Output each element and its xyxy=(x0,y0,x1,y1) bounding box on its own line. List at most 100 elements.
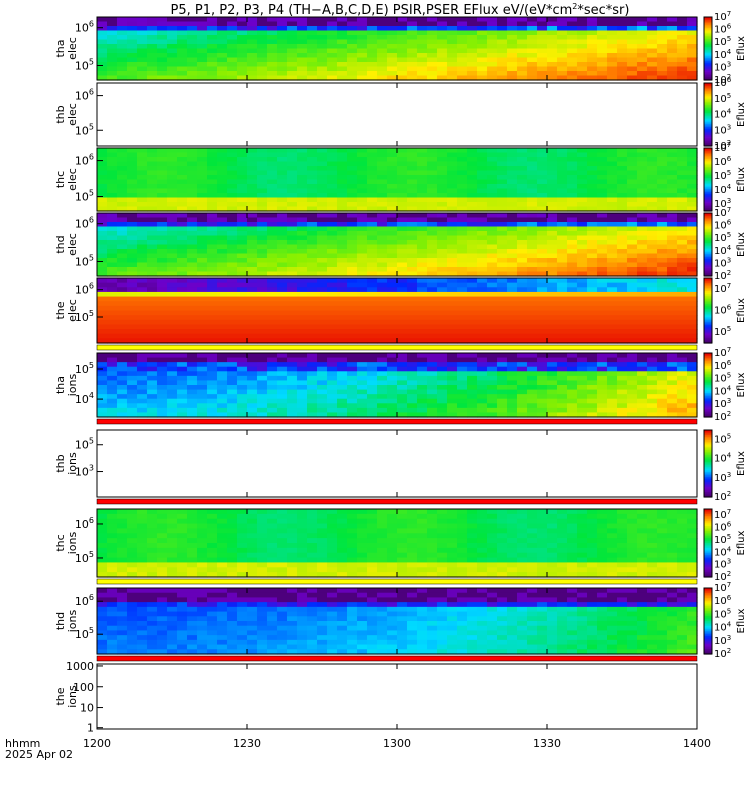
heatmap-cell xyxy=(267,267,278,273)
heatmap-cell xyxy=(337,301,348,307)
heatmap-cell xyxy=(107,538,118,544)
heatmap-cell xyxy=(217,166,228,172)
heatmap-cell xyxy=(417,161,428,167)
heatmap-cell xyxy=(107,518,118,525)
heatmap-cell xyxy=(197,324,208,330)
heatmap-cell xyxy=(537,166,548,172)
heatmap-cell xyxy=(487,217,498,223)
colorbar-segment xyxy=(704,463,712,466)
heatmap-cell xyxy=(237,244,248,250)
heatmap-cell xyxy=(187,523,198,530)
heatmap-cell xyxy=(297,48,308,54)
heatmap-cell xyxy=(557,26,568,32)
heatmap-cell xyxy=(277,324,288,330)
heatmap-cell xyxy=(677,166,688,172)
heatmap-cell xyxy=(647,53,658,59)
heatmap-cell xyxy=(277,319,288,326)
heatmap-cell xyxy=(437,403,448,409)
heatmap-cell xyxy=(397,389,408,395)
heatmap-cell xyxy=(107,371,118,377)
heatmap-cell xyxy=(267,528,278,534)
heatmap-cell xyxy=(277,30,288,36)
heatmap-cell xyxy=(377,353,388,359)
heatmap-cell xyxy=(247,513,258,520)
heatmap-cell xyxy=(257,166,268,172)
heatmap-cell xyxy=(117,235,128,241)
heatmap-cell xyxy=(357,202,368,208)
heatmap-cell xyxy=(267,389,278,395)
heatmap-cell xyxy=(527,315,538,321)
heatmap-cell xyxy=(177,39,188,45)
heatmap-cell xyxy=(497,213,508,219)
heatmap-cell xyxy=(277,552,288,559)
heatmap-cell xyxy=(317,166,328,172)
heatmap-cell xyxy=(287,366,298,372)
heatmap-cell xyxy=(257,380,268,386)
heatmap-cell xyxy=(597,157,608,163)
heatmap-cell xyxy=(97,389,108,395)
heatmap-cell xyxy=(587,44,598,50)
heatmap-cell xyxy=(547,157,558,163)
heatmap-cell xyxy=(557,371,568,377)
heatmap-cell xyxy=(607,407,618,414)
heatmap-cell xyxy=(297,193,308,199)
colorbar-segment xyxy=(704,233,712,236)
heatmap-cell xyxy=(647,213,658,219)
heatmap-cell xyxy=(357,244,368,250)
heatmap-cell xyxy=(217,21,228,27)
heatmap-cell xyxy=(247,57,258,63)
heatmap-cell xyxy=(237,567,248,573)
heatmap-cell xyxy=(597,315,608,321)
heatmap-cell xyxy=(567,362,578,368)
heatmap-cell xyxy=(147,329,158,335)
heatmap-cell xyxy=(637,66,648,72)
heatmap-cell xyxy=(397,319,408,326)
colorbar-segment xyxy=(704,362,712,365)
heatmap-cell xyxy=(317,71,328,77)
heatmap-cell xyxy=(627,329,638,335)
heatmap-cell xyxy=(547,329,558,335)
heatmap-cell xyxy=(677,249,688,255)
heatmap-cell xyxy=(247,217,258,223)
heatmap-cell xyxy=(597,161,608,167)
heatmap-cell xyxy=(247,305,258,312)
heatmap-cell xyxy=(327,217,338,223)
heatmap-cell xyxy=(337,222,348,228)
heatmap-cell xyxy=(197,217,208,223)
heatmap-cell xyxy=(297,75,308,81)
heatmap-cell xyxy=(367,394,378,400)
heatmap-cell xyxy=(507,175,518,181)
heatmap-cell xyxy=(207,197,218,203)
heatmap-cell xyxy=(457,267,468,273)
heatmap-cell xyxy=(637,394,648,400)
colorbar-tick-label: 107 xyxy=(714,10,731,23)
heatmap-cell xyxy=(677,258,688,264)
heatmap-cell xyxy=(307,235,318,241)
heatmap-cell xyxy=(537,179,548,185)
heatmap-cell xyxy=(357,222,368,228)
heatmap-cell xyxy=(477,161,488,167)
heatmap-cell xyxy=(277,271,288,277)
colorbar-segment xyxy=(704,70,712,73)
heatmap-cell xyxy=(537,240,548,246)
heatmap-cell xyxy=(167,557,178,564)
heatmap-cell xyxy=(387,301,398,307)
heatmap-cell xyxy=(687,39,698,45)
heatmap-cell xyxy=(677,371,688,377)
heatmap-cell xyxy=(187,62,198,68)
heatmap-cell xyxy=(437,244,448,250)
heatmap-cell xyxy=(467,53,478,59)
heatmap-cell xyxy=(397,353,408,359)
colorbar-segment xyxy=(704,450,712,453)
heatmap-cell xyxy=(557,152,568,158)
heatmap-cell xyxy=(127,148,138,154)
heatmap-cell xyxy=(187,48,198,54)
heatmap-cell xyxy=(207,357,218,363)
heatmap-cell xyxy=(387,152,398,158)
heatmap-cell xyxy=(437,366,448,372)
heatmap-cell xyxy=(267,231,278,237)
heatmap-cell xyxy=(147,357,158,363)
heatmap-cell xyxy=(447,315,458,321)
flag-bar-yellow xyxy=(96,344,698,351)
heatmap-cell xyxy=(197,17,208,23)
